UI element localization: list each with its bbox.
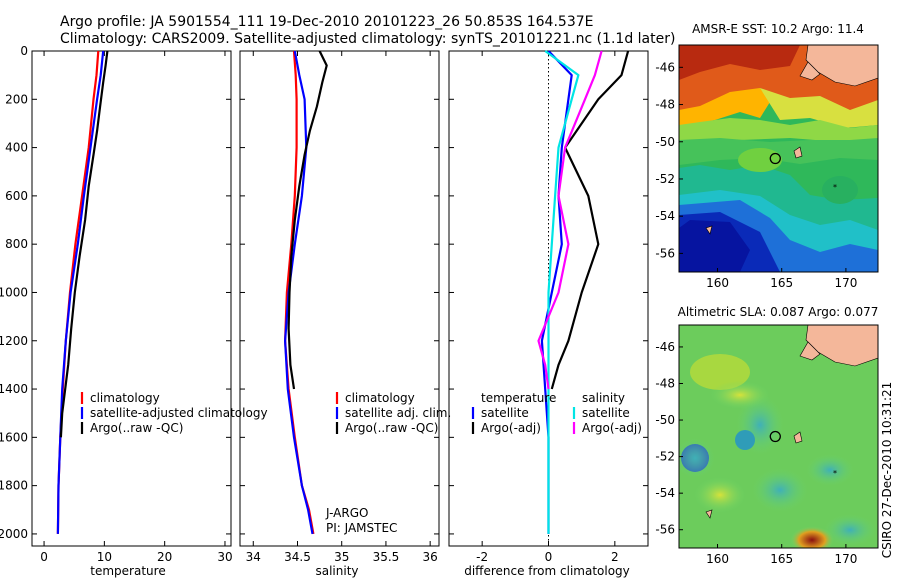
x-tick-label: 0: [545, 550, 553, 564]
map-y-tick-label: -52: [655, 172, 675, 186]
sst-map-title: AMSR-E SST: 10.2 Argo: 11.4: [692, 22, 864, 36]
difference-legend: temperature satellite Argo(-adj) salinit…: [471, 391, 642, 435]
x-tick-label: 0: [40, 550, 48, 564]
map-x-tick-label: 170: [834, 552, 857, 566]
map-y-tick-label: -54: [655, 209, 675, 223]
map-x-tick-label: 160: [706, 552, 729, 566]
temperature-plot-frame: [31, 50, 232, 547]
x-tick-label: 10: [97, 550, 112, 564]
sla-map-axes: 160 165 170 -46 -48 -50 -52 -54 -56: [655, 340, 857, 566]
sla-map-title: Altimetric SLA: 0.087 Argo: 0.077: [678, 305, 879, 319]
temperature-axes: 0 10 20 30 0 200 400 600 800 1000 1200 1400 1600 1800…: [0, 44, 233, 564]
series-line-argo-raw-qc-: [59, 50, 109, 438]
x-tick-label: 35.5: [373, 550, 400, 564]
temperature-xlabel: temperature: [90, 564, 165, 578]
series-line-argo-raw-qc-: [287, 50, 328, 390]
sla-float-marker: [769, 430, 781, 443]
salinity-axes: 34 34.5 35 35.5 36: [240, 50, 439, 564]
legend-label: Argo(..raw -QC): [345, 421, 438, 435]
legend-title-salinity: salinity: [582, 391, 625, 405]
temperature-legend: climatology satellite-adjusted climatolo…: [80, 391, 268, 435]
map-x-tick-label: 165: [770, 276, 793, 290]
sla-map-frame: [678, 324, 879, 549]
y-tick-label: 800: [5, 237, 28, 251]
x-tick-label: 2: [611, 550, 619, 564]
float-program-label: J-ARGO: [325, 506, 368, 520]
legend-label: Argo(-adj): [582, 421, 642, 435]
legend-label: Argo(-adj): [481, 421, 541, 435]
salinity-legend: climatology satellite adj. clim. Argo(..…: [335, 391, 451, 435]
legend-label: climatology: [90, 391, 160, 405]
y-tick-label: 1200: [0, 334, 28, 348]
series-line-satellite-adjusted-climatology: [56, 50, 105, 534]
y-tick-label: 400: [5, 141, 28, 155]
y-tick-label: 1800: [0, 479, 28, 493]
legend-label: Argo(..raw -QC): [90, 421, 183, 435]
map-x-tick-label: 170: [834, 276, 857, 290]
series-line-salinity-argo-adj-: [537, 50, 603, 390]
map-y-tick-label: -48: [655, 98, 675, 112]
float-pi-label: PI: JAMSTEC: [326, 521, 397, 535]
map-x-tick-label: 165: [770, 552, 793, 566]
map-y-tick-label: -56: [655, 523, 675, 537]
y-tick-label: 200: [5, 92, 28, 106]
sst-map-field: *: [679, 45, 878, 272]
series-line-temperature-argo-adj-: [550, 50, 630, 390]
x-tick-label: 35: [334, 550, 349, 564]
map-x-tick-label: 160: [706, 276, 729, 290]
map-y-tick-label: -52: [655, 450, 675, 464]
map-y-tick-label: -54: [655, 486, 675, 500]
map-y-tick-label: -50: [655, 413, 675, 427]
header-title: Argo profile: JA 5901554_111 19-Dec-2010…: [60, 14, 593, 30]
legend-label: satellite: [582, 406, 630, 420]
x-tick-label: 36: [423, 550, 438, 564]
x-tick-label: 30: [217, 550, 232, 564]
island-marker: *: [833, 183, 837, 192]
y-tick-label: 2000: [0, 527, 28, 541]
map-y-tick-label: -46: [655, 60, 675, 74]
difference-xlabel: difference from climatology: [464, 564, 630, 578]
y-tick-label: 0: [20, 44, 28, 58]
map-y-tick-label: -50: [655, 135, 675, 149]
x-tick-label: 34.5: [284, 550, 311, 564]
sst-map-axes: 160 165 170 -46 -48 -50 -52 -54 -56: [655, 60, 857, 290]
y-tick-label: 1400: [0, 382, 28, 396]
difference-axes: -2 0 2: [449, 50, 648, 564]
sst-map-frame: [678, 44, 879, 273]
header-subtitle: Climatology: CARS2009. Satellite-adjuste…: [60, 31, 675, 47]
y-tick-label: 600: [5, 189, 28, 203]
salinity-plot-frame: [239, 50, 440, 547]
legend-label: climatology: [345, 391, 415, 405]
x-tick-label: 20: [157, 550, 172, 564]
y-tick-label: 1000: [0, 285, 28, 299]
x-tick-label: -2: [476, 550, 488, 564]
map-y-tick-label: -46: [655, 340, 675, 354]
temperature-lines: [56, 50, 109, 534]
sla-map-field: *: [679, 325, 878, 548]
y-tick-label: 1600: [0, 430, 28, 444]
legend-title-temperature: temperature: [481, 391, 556, 405]
difference-lines: [537, 50, 630, 534]
legend-label: satellite-adjusted climatology: [90, 406, 268, 420]
map-y-tick-label: -48: [655, 376, 675, 390]
x-tick-label: 34: [246, 550, 261, 564]
island-marker: *: [833, 469, 837, 478]
sst-float-marker: [769, 152, 781, 165]
salinity-xlabel: salinity: [315, 564, 358, 578]
salinity-lines: [284, 50, 328, 535]
legend-label: satellite: [481, 406, 529, 420]
legend-label: satellite adj. clim.: [345, 406, 451, 420]
map-y-tick-label: -56: [655, 246, 675, 260]
csiro-timestamp: CSIRO 27-Dec-2010 10:31:21: [880, 382, 894, 559]
series-line-salinity-satellite: [544, 50, 580, 534]
